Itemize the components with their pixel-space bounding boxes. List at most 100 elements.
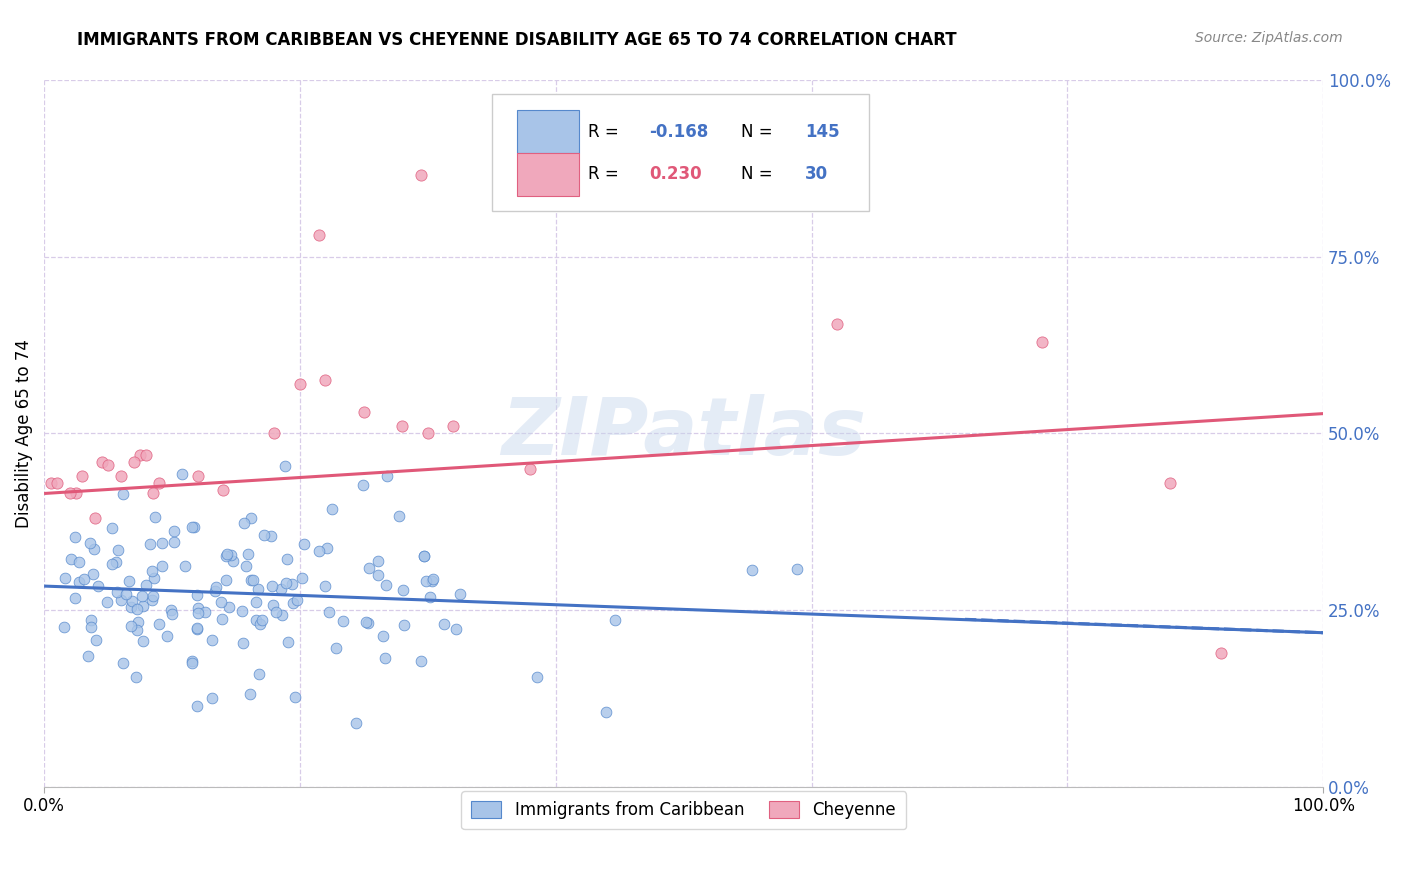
Point <box>215 549 238 564</box>
Point <box>274 459 297 474</box>
Point <box>139 537 162 551</box>
Point <box>53 620 76 634</box>
Point <box>264 605 287 619</box>
Point <box>162 534 184 549</box>
Point <box>150 559 173 574</box>
Point <box>375 469 398 483</box>
Point <box>201 633 224 648</box>
Point <box>419 590 441 604</box>
Point <box>59 486 82 500</box>
Point <box>186 622 208 636</box>
Point <box>526 670 548 684</box>
Point <box>249 617 271 632</box>
Point <box>209 595 232 609</box>
Point <box>367 554 389 568</box>
Point <box>318 605 340 619</box>
Point <box>1159 475 1181 490</box>
Point <box>392 582 415 597</box>
Point <box>321 502 343 516</box>
Point <box>262 579 284 593</box>
Point <box>242 573 264 587</box>
Text: 30: 30 <box>806 165 828 183</box>
Point <box>270 582 292 596</box>
Point <box>315 579 337 593</box>
Point <box>186 588 208 602</box>
Point <box>222 554 245 568</box>
Point <box>80 620 103 634</box>
Point <box>122 455 145 469</box>
Point <box>271 607 294 622</box>
Point <box>96 595 118 609</box>
Point <box>308 544 330 558</box>
Text: ZIPatlas: ZIPatlas <box>501 394 866 473</box>
Point <box>281 596 304 610</box>
Point <box>73 572 96 586</box>
Text: 0.230: 0.230 <box>650 165 702 183</box>
Point <box>433 617 456 632</box>
Point <box>422 572 444 586</box>
Point <box>63 530 86 544</box>
Point <box>315 373 337 387</box>
Point <box>143 509 166 524</box>
Point <box>281 577 304 591</box>
Point <box>245 595 267 609</box>
Point <box>162 607 184 621</box>
Text: R =: R = <box>588 122 624 141</box>
Point <box>374 650 396 665</box>
Point <box>156 629 179 643</box>
Point <box>105 555 128 569</box>
Point <box>141 589 163 603</box>
Point <box>135 448 157 462</box>
Point <box>101 557 124 571</box>
Point <box>786 562 808 576</box>
Point <box>212 483 235 497</box>
Point <box>110 592 132 607</box>
Text: -0.168: -0.168 <box>650 122 709 141</box>
Point <box>39 475 62 490</box>
Point <box>67 555 90 569</box>
Point <box>416 426 439 441</box>
Point <box>181 654 204 668</box>
Point <box>1031 334 1053 349</box>
Point <box>741 563 763 577</box>
Point <box>127 623 149 637</box>
Point <box>211 612 233 626</box>
Point <box>422 574 444 589</box>
Point <box>412 549 434 563</box>
FancyBboxPatch shape <box>492 95 869 211</box>
Point <box>308 228 330 243</box>
Point <box>125 670 148 684</box>
Point <box>101 521 124 535</box>
Point <box>84 632 107 647</box>
Point <box>204 580 226 594</box>
Point <box>163 524 186 538</box>
Text: N =: N = <box>741 165 778 183</box>
Point <box>201 691 224 706</box>
Point <box>45 475 67 490</box>
Point <box>239 687 262 701</box>
Point <box>186 622 208 636</box>
Point <box>825 317 848 331</box>
Point <box>252 528 274 542</box>
Point <box>276 575 298 590</box>
Text: Source: ZipAtlas.com: Source: ZipAtlas.com <box>1195 31 1343 45</box>
Point <box>283 690 305 704</box>
Point <box>150 536 173 550</box>
Point <box>415 574 437 588</box>
Point <box>187 601 209 615</box>
Point <box>262 598 284 612</box>
Point <box>367 568 389 582</box>
Point <box>285 593 308 607</box>
Point <box>413 549 436 563</box>
Point <box>374 578 396 592</box>
Point <box>132 599 155 613</box>
Point <box>344 715 367 730</box>
Point <box>131 589 153 603</box>
Point <box>240 573 263 587</box>
Point <box>65 486 87 500</box>
Point <box>53 571 76 585</box>
Point <box>441 419 464 434</box>
Point <box>187 468 209 483</box>
Point <box>603 613 626 627</box>
Text: N =: N = <box>741 122 778 141</box>
